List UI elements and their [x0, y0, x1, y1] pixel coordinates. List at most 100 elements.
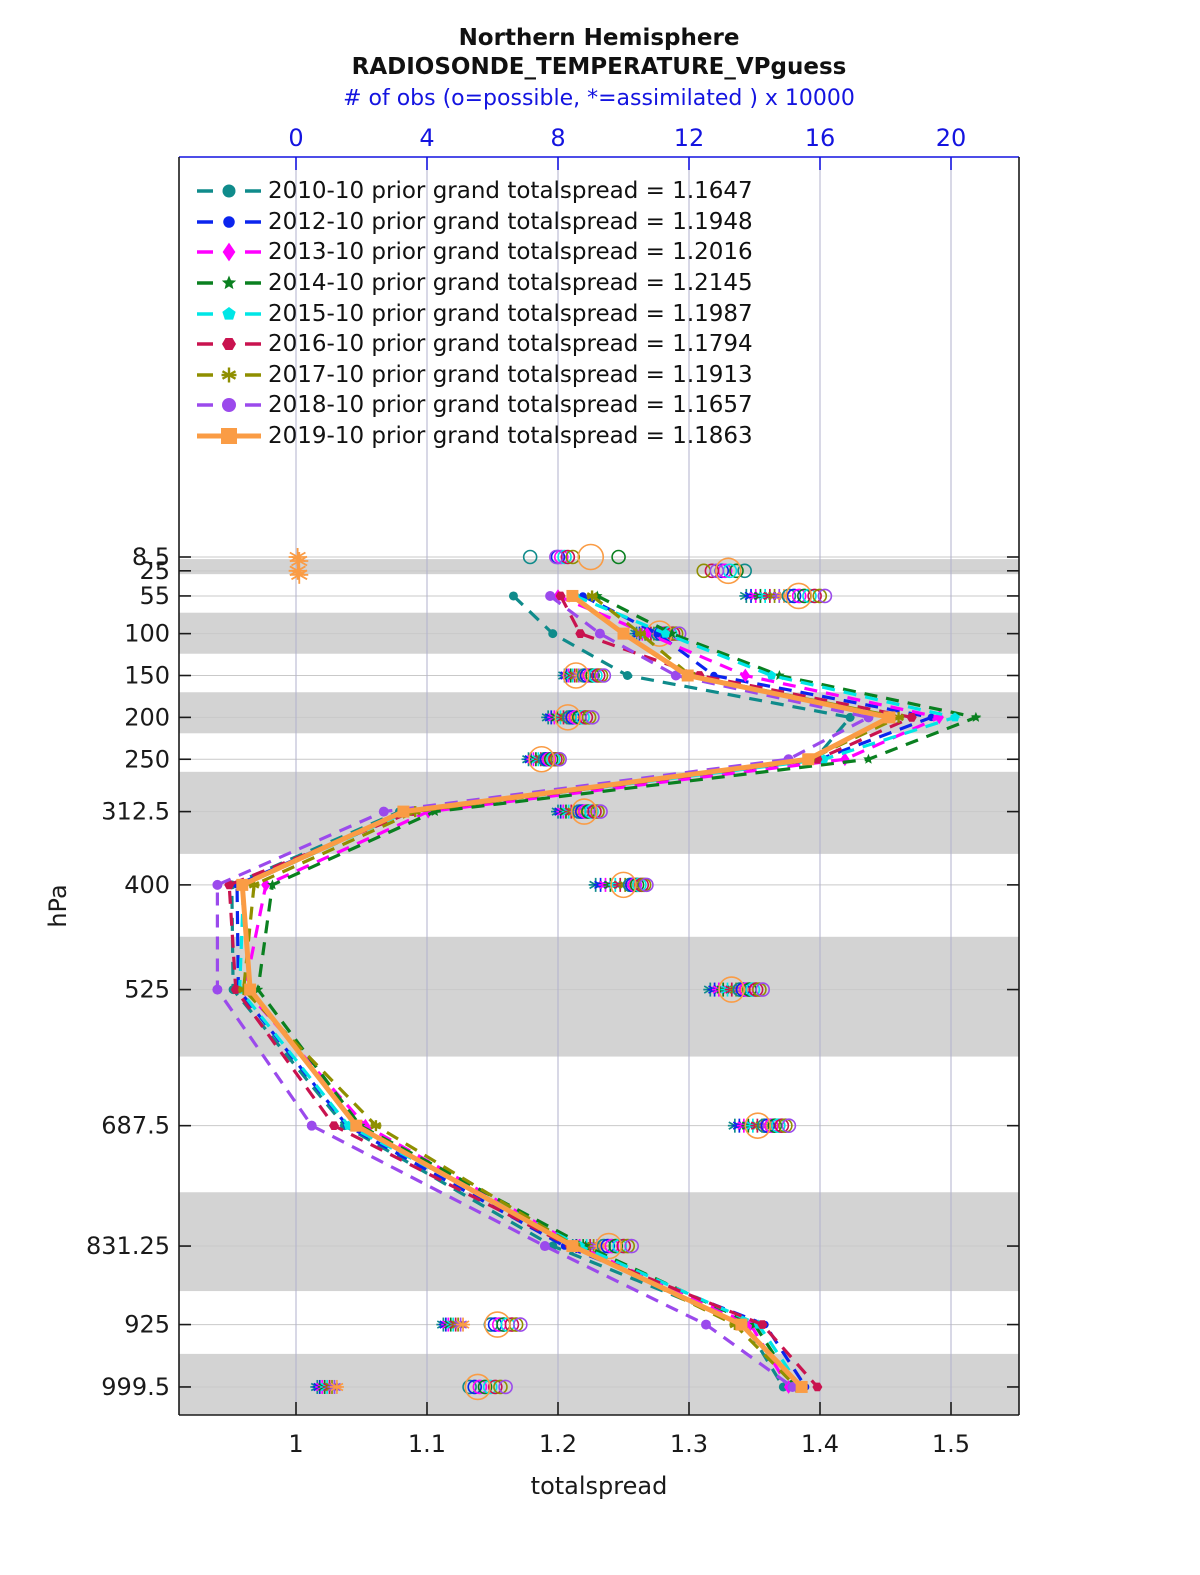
- series-marker: [863, 753, 874, 764]
- series-marker: [350, 1119, 363, 1132]
- possible-circle: [817, 588, 833, 604]
- chart-title-line1: Northern Hemisphere: [458, 25, 740, 51]
- legend-item-2016-10: 2016-10 prior grand totalspread = 1.1794: [196, 329, 753, 360]
- series-marker: [244, 983, 257, 996]
- legend-item-2010-10: 2010-10 prior grand totalspread = 1.1647: [196, 176, 753, 207]
- possible-circle-2019: [785, 582, 813, 610]
- series-marker: [840, 752, 850, 767]
- possible-circle: [482, 1379, 498, 1395]
- gray-band: [179, 1353, 1019, 1416]
- possible-circle: [812, 588, 828, 604]
- possible-circle: [560, 549, 576, 565]
- possible-circle: [600, 1238, 616, 1254]
- series-marker: [236, 878, 249, 891]
- top-axis-title: # of obs (o=possible, *=assimilated ) x …: [343, 86, 855, 111]
- possible-circle-2019: [577, 543, 605, 571]
- tick-label: 8: [550, 124, 565, 152]
- series-marker: [617, 627, 630, 640]
- possible-circle: [807, 588, 822, 604]
- series-marker: [222, 184, 236, 198]
- legend-item-2014-10: 2014-10 prior grand totalspread = 1.2145: [196, 268, 753, 299]
- possible-circle: [477, 1379, 493, 1395]
- series-marker: [508, 591, 518, 601]
- possible-circle-2019: [718, 976, 745, 1003]
- series-marker: [328, 1121, 339, 1130]
- tick-label: 1.3: [670, 1430, 708, 1458]
- tick-label: 831.25: [86, 1232, 170, 1260]
- possible-circle: [488, 1379, 503, 1395]
- possible-circle: [513, 1317, 528, 1332]
- series-line: [239, 593, 897, 1389]
- series-marker: [802, 753, 815, 766]
- series-marker: [212, 984, 223, 995]
- series-marker: [267, 879, 278, 890]
- tick-label: 1: [288, 1430, 303, 1458]
- series-marker: [740, 668, 751, 683]
- possible-circle: [704, 563, 720, 579]
- series-marker: [378, 806, 389, 817]
- legend-label: 2015-10 prior grand totalspread = 1.1987: [268, 300, 753, 327]
- possible-circle-2019: [484, 1311, 511, 1338]
- series-marker: [566, 1240, 579, 1253]
- possible-circle-2019: [595, 1232, 623, 1260]
- series-marker: [429, 806, 441, 817]
- series-marker: [701, 1319, 712, 1330]
- possible-circle: [498, 1379, 513, 1395]
- possible-circle: [472, 1379, 488, 1395]
- tick-label: 525: [124, 976, 170, 1004]
- tick-label: 312.5: [101, 798, 170, 826]
- tick-label: 925: [124, 1311, 170, 1339]
- title-block: Northern Hemisphere RADIOSONDE_TEMPERATU…: [179, 24, 1019, 114]
- series-marker: [222, 398, 236, 413]
- possible-circle: [755, 982, 770, 997]
- tick-label: 8.5: [132, 543, 170, 571]
- possible-circle: [596, 668, 612, 683]
- series-marker: [970, 711, 982, 722]
- possible-circle: [522, 549, 538, 565]
- series-marker: [224, 880, 235, 890]
- possible-circle: [639, 877, 654, 893]
- series-line: [215, 594, 874, 1389]
- legend-label: 2017-10 prior grand totalspread = 1.1913: [268, 361, 753, 388]
- legend-sample-2012-10: [197, 216, 261, 228]
- possible-circle-2019: [554, 704, 582, 731]
- legend-item-2017-10: 2017-10 prior grand totalspread = 1.1913: [196, 360, 753, 391]
- tick-label: 200: [124, 703, 170, 731]
- series-marker: [212, 879, 223, 890]
- possible-circle: [778, 1118, 793, 1133]
- tick-label: 1.2: [539, 1430, 577, 1458]
- possible-circle: [462, 1379, 477, 1395]
- legend-label: 2013-10 prior grand totalspread = 1.2016: [268, 239, 753, 266]
- legend-sample-2013-10: [197, 243, 261, 262]
- series-marker: [950, 712, 960, 722]
- possible-circle: [737, 563, 752, 579]
- possible-circle: [604, 1238, 620, 1254]
- possible-circle-2019: [528, 745, 555, 773]
- series-marker: [795, 1380, 808, 1393]
- series-line: [256, 594, 982, 1388]
- possible-circle: [585, 710, 600, 725]
- legend-sample-2019-10: [197, 428, 261, 445]
- legend-item-2018-10: 2018-10 prior grand totalspread = 1.1657: [196, 390, 753, 421]
- tick-label: 16: [805, 124, 836, 152]
- possible-circle: [549, 549, 564, 565]
- possible-circle: [616, 1238, 632, 1254]
- tick-label: 150: [124, 662, 170, 690]
- tick-label: hPa: [44, 884, 72, 927]
- series-marker: [883, 711, 896, 724]
- series-line: [230, 594, 854, 1388]
- possible-circle: [764, 1118, 779, 1133]
- series-marker: [766, 670, 777, 680]
- tick-label: 25: [139, 557, 170, 585]
- legend-sample-2010-10: [197, 184, 261, 198]
- possible-circle-2019: [562, 662, 590, 689]
- series-marker: [555, 591, 566, 601]
- possible-circle-2019: [744, 1112, 772, 1139]
- series-marker: [548, 629, 558, 639]
- legend-label: 2010-10 prior grand totalspread = 1.1647: [268, 178, 753, 205]
- tick-label: 20: [936, 124, 967, 152]
- legend-label: 2014-10 prior grand totalspread = 1.2145: [268, 270, 753, 297]
- legend-sample-2014-10: [197, 275, 261, 290]
- possible-circle: [467, 1379, 483, 1395]
